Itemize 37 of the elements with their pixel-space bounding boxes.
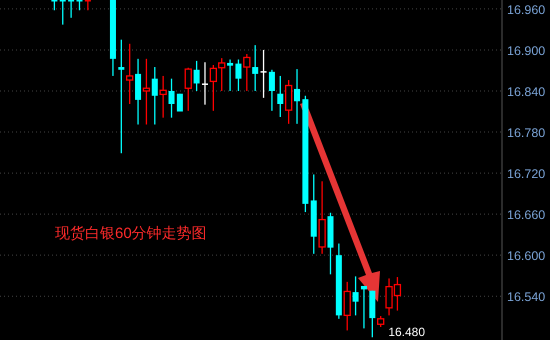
candlestick — [51, 0, 58, 11]
annotation: 16.480 — [388, 325, 426, 339]
candlestick — [227, 58, 234, 92]
candlestick — [243, 53, 250, 92]
y-tick-label: 16.720 — [507, 167, 546, 182]
candlestick — [202, 62, 208, 106]
y-tick-label: 16.960 — [507, 2, 546, 17]
text: 现货白银60分钟走势图 — [55, 225, 207, 242]
y-tick-label: 16.840 — [507, 84, 546, 99]
y-tick-label: 16.600 — [507, 249, 546, 264]
candlestick — [118, 39, 124, 154]
candlestick — [60, 0, 66, 26]
candlestick — [360, 285, 367, 330]
candlestick — [344, 281, 351, 332]
candlestick — [194, 60, 200, 92]
candlestick — [184, 67, 192, 112]
candlestick — [260, 49, 267, 98]
candlestick — [142, 58, 150, 126]
candlestick — [352, 276, 359, 316]
candlestick — [176, 93, 183, 112]
candlestick — [68, 0, 74, 18]
candlestick — [168, 78, 175, 118]
candlestick — [235, 58, 242, 92]
candlestick — [294, 68, 300, 124]
candlestick — [76, 0, 82, 11]
candlestick — [126, 43, 134, 105]
y-tick-label: 16.780 — [507, 126, 546, 140]
candlestick — [84, 0, 91, 11]
candlestick — [159, 75, 167, 118]
y-tick-label: 16.900 — [507, 44, 546, 58]
candlestick — [152, 66, 158, 126]
candlestick — [277, 75, 284, 118]
candlestick — [268, 69, 275, 112]
candlestick — [252, 44, 258, 92]
y-tick-label: 16.660 — [507, 208, 546, 222]
candlestick — [377, 315, 384, 328]
y-tick-label: 16.540 — [507, 290, 546, 304]
